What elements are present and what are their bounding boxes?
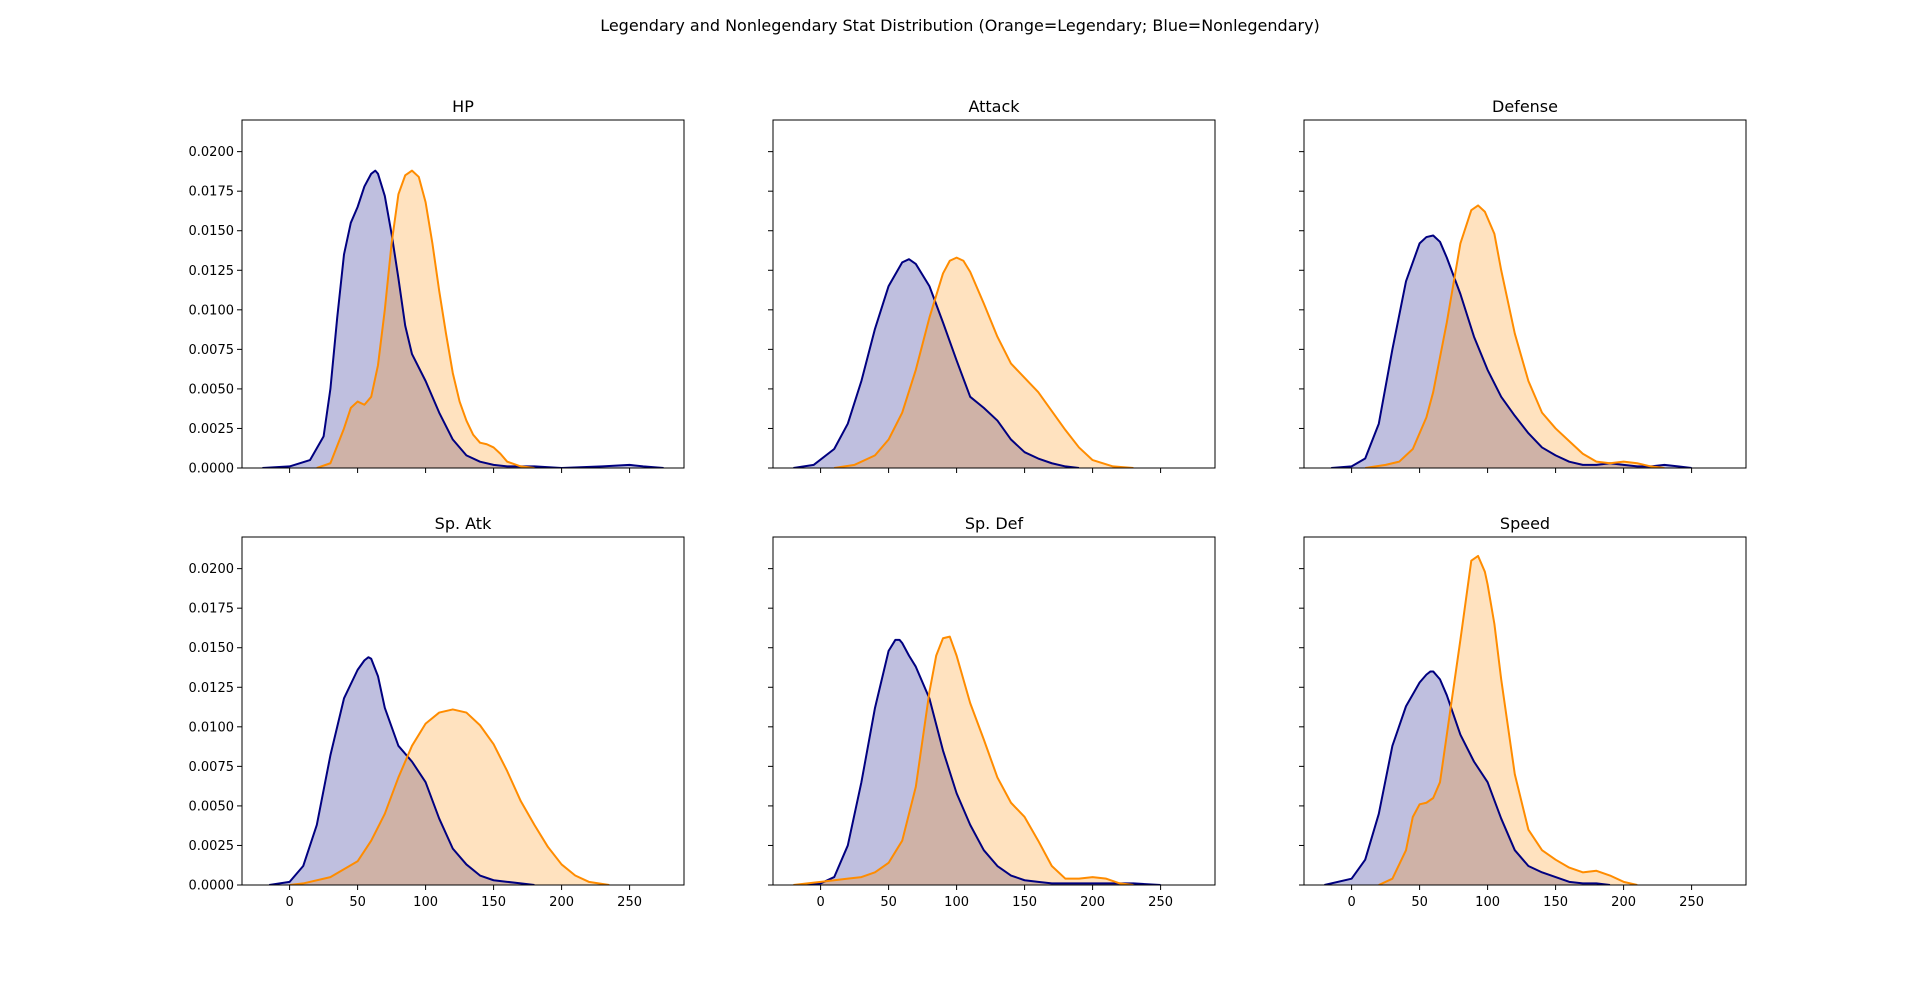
y-tick-label: 0.0025: [189, 422, 235, 437]
density-line-nonlegendary: [793, 258, 1080, 468]
y-tick-label: 0.0100: [189, 720, 235, 735]
y-tick-label: 0.0100: [189, 303, 235, 318]
x-tick-label: 50: [880, 895, 897, 910]
chart-title: Legendary and Nonlegendary Stat Distribu…: [600, 16, 1320, 35]
density-line-legendary: [316, 169, 535, 468]
panel-title: Speed: [1500, 514, 1550, 533]
density-fill-legendary: [834, 257, 1134, 468]
panel-title: Attack: [968, 97, 1020, 116]
density-line-nonlegendary: [262, 169, 664, 468]
density-fill-legendary: [316, 170, 535, 468]
density-line-nonlegendary: [1331, 234, 1692, 468]
density-fill-nonlegendary: [793, 259, 1079, 468]
density-fill-nonlegendary: [1331, 235, 1692, 468]
panel-title: Sp. Atk: [435, 514, 492, 533]
y-tick-label: 0.0000: [189, 879, 235, 894]
density-line-nonlegendary: [269, 656, 535, 885]
axes-frame: [1303, 536, 1747, 886]
y-tick-label: 0.0050: [189, 799, 235, 814]
density-line-legendary: [1378, 554, 1638, 885]
plot-area: [1331, 204, 1692, 468]
x-tick-label: 0: [1347, 895, 1355, 910]
y-tick-label: 0.0175: [189, 185, 235, 200]
x-tick-label: 50: [1411, 895, 1428, 910]
x-tick-label: 100: [1475, 895, 1500, 910]
density-fill-nonlegendary: [262, 170, 664, 468]
axes-frame: [241, 536, 685, 886]
y-tick-label: 0.0200: [189, 562, 235, 577]
x-tick-label: 250: [1679, 895, 1704, 910]
axes-frame: [1303, 119, 1747, 469]
density-line-legendary: [1365, 204, 1665, 468]
plot-area: [793, 635, 1161, 885]
x-tick-label: 200: [1080, 895, 1105, 910]
axes-frame: [772, 536, 1216, 886]
density-line-nonlegendary: [1324, 670, 1611, 885]
x-tick-label: 0: [285, 895, 293, 910]
panel-title: Sp. Def: [965, 514, 1024, 533]
density-line-legendary: [834, 256, 1134, 468]
y-tick-label: 0.0125: [189, 264, 235, 279]
density-fill-legendary: [289, 709, 610, 885]
y-tick-label: 0.0075: [189, 343, 235, 358]
axes-frame: [241, 119, 685, 469]
y-tick-label: 0.0025: [189, 839, 235, 854]
x-tick-label: 200: [549, 895, 574, 910]
plot-area: [793, 256, 1134, 468]
y-tick-label: 0.0075: [189, 760, 235, 775]
y-tick-label: 0.0050: [189, 382, 235, 397]
panel-title: Defense: [1492, 97, 1558, 116]
panel-sp-atk: Sp. Atk 0 50 100 150 200 250 0.0000 0.0025 0.0050…: [189, 514, 685, 910]
density-fill-nonlegendary: [1324, 671, 1610, 885]
x-tick-label: 50: [349, 895, 366, 910]
panel-defense: Defense: [1299, 97, 1747, 473]
y-tick-label: 0.0000: [189, 462, 235, 477]
density-fill-nonlegendary: [800, 639, 1161, 885]
x-tick-label: 250: [1148, 895, 1173, 910]
x-tick-label: 150: [1012, 895, 1037, 910]
density-line-legendary: [289, 708, 610, 885]
x-tick-label: 200: [1611, 895, 1636, 910]
axes-frame: [772, 119, 1216, 469]
density-line-legendary: [793, 635, 1134, 885]
plot-area: [269, 656, 610, 885]
density-fill-legendary: [1378, 555, 1638, 885]
plot-area: [262, 169, 664, 468]
x-tick-label: 0: [816, 895, 824, 910]
x-tick-label: 150: [1543, 895, 1568, 910]
x-tick-label: 100: [413, 895, 438, 910]
panel-speed: Speed 0 50 100 150 200 250: [1299, 514, 1747, 910]
plot-area: [1324, 554, 1638, 885]
panel-attack: Attack: [768, 97, 1216, 473]
panel-title: HP: [452, 97, 474, 116]
density-line-nonlegendary: [800, 638, 1161, 885]
panels-grid: HP 0.0000 0.0025 0.0050 0.0075 0.0100 0.0125 0.…: [189, 97, 1747, 910]
density-fill-legendary: [793, 636, 1134, 885]
x-tick-label: 150: [481, 895, 506, 910]
y-tick-label: 0.0200: [189, 145, 235, 160]
y-tick-label: 0.0175: [189, 602, 235, 617]
y-tick-label: 0.0125: [189, 681, 235, 696]
panel-sp-def: Sp. Def 0 50 100 150 200 250: [768, 514, 1216, 910]
panel-hp: HP 0.0000 0.0025 0.0050 0.0075 0.0100 0.0125 0.…: [189, 97, 685, 477]
x-tick-label: 100: [944, 895, 969, 910]
x-tick-label: 250: [617, 895, 642, 910]
y-tick-label: 0.0150: [189, 641, 235, 656]
y-tick-label: 0.0150: [189, 224, 235, 239]
